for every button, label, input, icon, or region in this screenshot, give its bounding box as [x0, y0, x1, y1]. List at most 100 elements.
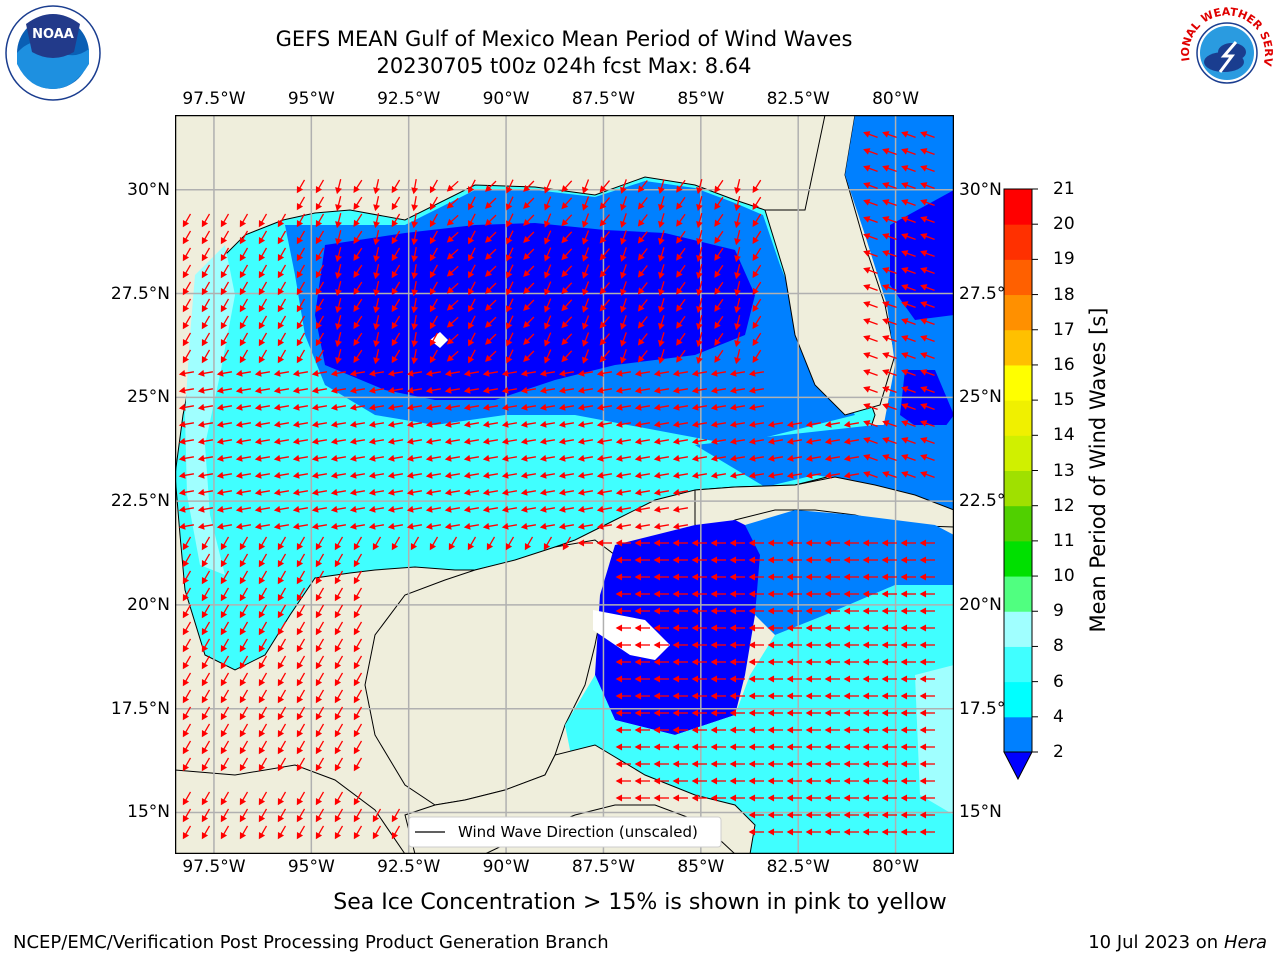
- wind-arrow-head: [710, 794, 718, 802]
- wind-arrow-head: [501, 420, 509, 428]
- wind-arrow-head: [767, 471, 775, 479]
- wind-arrow-head: [634, 420, 642, 428]
- wind-arrow-head: [334, 797, 342, 806]
- wind-arrow-head: [387, 454, 395, 462]
- wind-arrow-head: [486, 542, 494, 551]
- wind-arrow-head: [714, 355, 721, 363]
- lat-tick-label: 25°N: [959, 387, 1002, 408]
- wind-arrow-head: [615, 488, 623, 496]
- wind-arrow-head: [335, 255, 342, 263]
- wind-arrow-head: [463, 471, 471, 479]
- wind-arrow-head: [482, 403, 490, 411]
- wind-arrow-head: [201, 287, 209, 296]
- wind-arrow-head: [691, 437, 699, 445]
- wind-arrow-head: [676, 253, 683, 261]
- wind-arrow-head: [691, 420, 699, 428]
- wind-arrow-head: [748, 709, 756, 717]
- wind-arrow-head: [429, 220, 437, 228]
- wind-arrow-head: [714, 321, 721, 329]
- wind-arrow-head: [696, 271, 703, 280]
- wind-arrow-head: [201, 593, 209, 602]
- wind-arrow-head: [691, 539, 699, 547]
- wind-arrow-head: [901, 284, 909, 291]
- wind-arrow-head: [882, 352, 890, 359]
- wind-arrow-head: [714, 253, 721, 261]
- wind-arrow-head: [561, 338, 569, 346]
- wind-arrow-head: [315, 678, 323, 687]
- wind-arrow-head: [653, 777, 661, 785]
- wind-arrow-head: [748, 811, 756, 819]
- wind-arrow-head: [197, 471, 205, 479]
- wind-arrow-head: [387, 437, 395, 445]
- wind-arrow-head: [387, 471, 395, 479]
- colorbar: [1003, 188, 1038, 781]
- wind-arrow-head: [353, 593, 361, 602]
- wind-arrow-head: [710, 777, 718, 785]
- wind-arrow-head: [729, 777, 737, 785]
- wind-arrow-head: [748, 437, 756, 445]
- wind-arrow-head: [182, 576, 190, 585]
- wind-arrow-head: [634, 624, 642, 632]
- wind-arrow-head: [881, 743, 889, 751]
- wind-arrow-head: [334, 695, 342, 704]
- wind-arrow-head: [444, 420, 452, 428]
- wind-arrow-head: [843, 743, 851, 751]
- wind-arrow-head: [239, 559, 247, 568]
- wind-arrow-head: [676, 287, 683, 295]
- wind-arrow-head: [446, 303, 454, 311]
- wind-arrow-head: [691, 471, 699, 479]
- wind-arrow-head: [637, 270, 645, 278]
- wind-arrow-head: [767, 777, 775, 785]
- wind-arrow-head: [653, 488, 661, 496]
- wind-arrow-head: [900, 777, 908, 785]
- wind-arrow-head: [353, 695, 361, 704]
- wind-arrow-head: [672, 726, 680, 734]
- wind-arrow-head: [539, 386, 547, 394]
- wind-arrow-head: [863, 386, 871, 393]
- wind-arrow-head: [368, 505, 376, 513]
- wind-arrow-head: [311, 403, 319, 411]
- lon-tick-label: 90°W: [482, 857, 530, 877]
- wind-arrow-head: [767, 607, 775, 615]
- wind-arrow-head: [425, 437, 433, 445]
- wind-arrow-head: [220, 219, 228, 228]
- wind-arrow-head: [729, 641, 737, 649]
- wind-arrow-head: [615, 539, 623, 547]
- wind-arrow-head: [372, 814, 380, 823]
- wind-arrow-head: [561, 185, 569, 193]
- wind-arrow-head: [220, 729, 228, 738]
- wind-arrow-head: [258, 695, 266, 704]
- wind-arrow-head: [220, 712, 228, 721]
- wind-arrow-head: [296, 202, 304, 211]
- wind-arrow-head: [429, 339, 437, 347]
- wind-arrow-head: [752, 270, 759, 279]
- lat-tick-label: 22.5°N: [959, 491, 1019, 512]
- wind-arrow-head: [900, 556, 908, 564]
- wind-arrow-head: [672, 505, 680, 513]
- wind-arrow-head: [881, 760, 889, 768]
- wind-arrow-head: [862, 760, 870, 768]
- wind-arrow-head: [577, 420, 585, 428]
- wind-arrow-head: [296, 797, 304, 806]
- wind-arrow-head: [429, 237, 437, 245]
- wind-arrow-head: [182, 593, 190, 602]
- wind-arrow-head: [862, 641, 870, 649]
- wind-arrow-head: [615, 573, 623, 581]
- wind-arrow-head: [634, 794, 642, 802]
- wind-arrow-head: [444, 403, 452, 411]
- wind-arrow-head: [734, 272, 741, 280]
- wind-arrow-head: [863, 301, 871, 308]
- wind-arrow-head: [425, 386, 433, 394]
- wind-arrow-head: [315, 814, 323, 823]
- wind-arrow-head: [748, 641, 756, 649]
- wind-arrow-head: [558, 522, 566, 530]
- wind-arrow-head: [201, 729, 209, 738]
- wind-arrow-head: [353, 678, 361, 687]
- wind-arrow-head: [334, 831, 342, 840]
- wind-arrow-head: [182, 831, 190, 840]
- wind-arrow-head: [482, 471, 490, 479]
- wind-arrow-head: [862, 709, 870, 717]
- wind-arrow-head: [919, 624, 927, 632]
- wind-arrow-head: [520, 386, 528, 394]
- wind-arrow-head: [615, 726, 623, 734]
